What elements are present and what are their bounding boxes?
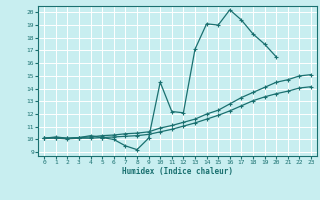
X-axis label: Humidex (Indice chaleur): Humidex (Indice chaleur) bbox=[122, 167, 233, 176]
